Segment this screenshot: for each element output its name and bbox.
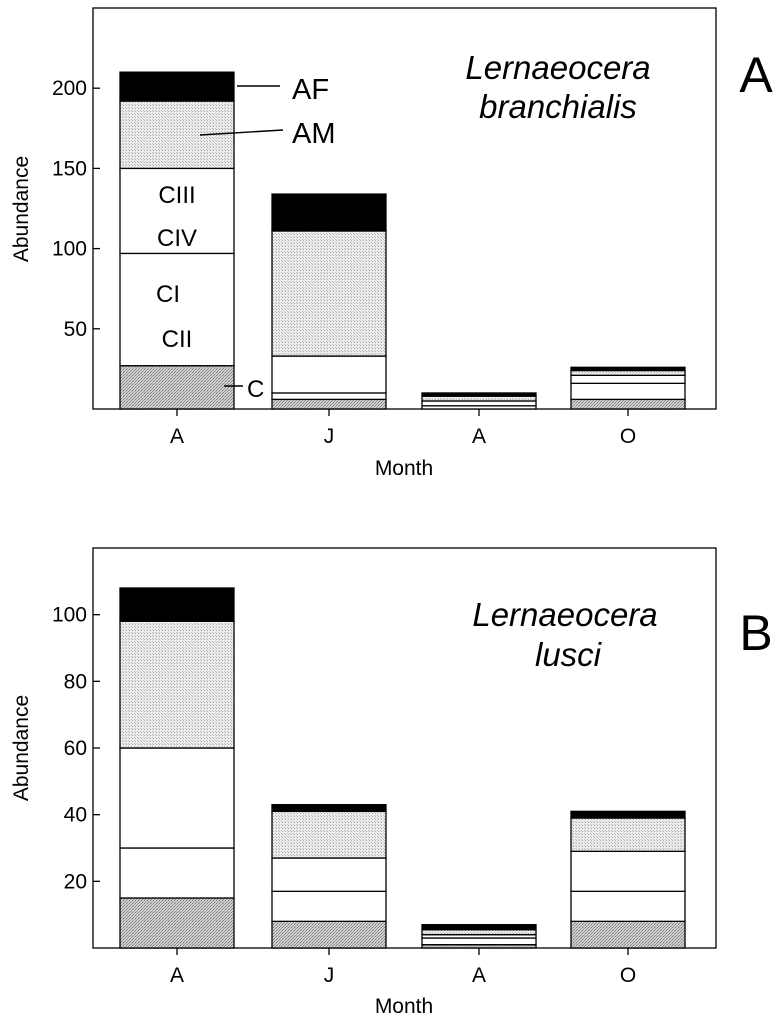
chart-title-line-1: Lernaeocera (465, 49, 650, 86)
x-tick-label: J (324, 425, 335, 448)
bar-segment: O — C: 8 (570, 920, 686, 949)
ci-label: CI (156, 281, 180, 308)
am-label: AM (292, 118, 336, 150)
bar-segment: A — CI / CII: 2 (421, 937, 537, 946)
bar-segment: J — AF: 2 (271, 804, 387, 812)
y-tick-label: 20 (64, 870, 87, 893)
x-tick-label: A (472, 964, 486, 987)
bar-segment: A — C: 27 (119, 365, 235, 410)
bar-segment: A — AF: 1.5 (421, 924, 537, 931)
panel-letter: A (739, 47, 773, 103)
bar-segment: A — AM: 1.5 (421, 929, 537, 936)
bar-segment: A — AM: 42 (119, 100, 235, 170)
x-tick-label: O (620, 964, 636, 987)
bar-segment: J — CIII / CIV: 10 (271, 857, 387, 892)
y-tick-label: 100 (52, 604, 87, 627)
panel-letter: B (739, 605, 772, 661)
bar-segment: J — CI / CII: 4 (271, 392, 387, 401)
chart-title-line-2: branchialis (479, 88, 637, 125)
am-pointer-line (199, 129, 284, 136)
x-axis-label: Month (375, 995, 433, 1018)
y-axis-label: Abundance (10, 695, 33, 801)
bar-segment: A — CI / CII: 70 (119, 252, 235, 367)
bar-segment: A — CIII / CIV: 30 (119, 747, 235, 849)
y-tick-label: 60 (64, 737, 87, 760)
bar-segment: J — CI / CII: 9 (271, 890, 387, 922)
bars: A — C: 27A — CI / CII: 70 A — CIII / CIV:… (119, 71, 686, 410)
y-axis-ticks: 50 100 150 200 (52, 77, 100, 341)
bar-segment: O — CIII / CIV: 5 (570, 374, 686, 384)
x-tick-label: A (170, 425, 184, 448)
bar-segment: O — AM: 3 (570, 369, 686, 376)
x-axis-label: Month (375, 457, 433, 480)
bar-segment: O — CIII / CIV: 12 (570, 850, 686, 892)
y-tick-label: 40 (64, 804, 87, 827)
y-tick-label: 150 (52, 157, 87, 180)
y-tick-label: 100 (52, 238, 87, 261)
bar-segment: A — AM: 38 (119, 620, 235, 749)
x-tick-label: A (170, 964, 184, 987)
bar-segment: J — AM: 78 (271, 230, 387, 357)
c-label: C (247, 376, 264, 403)
x-tick-label: A (472, 425, 486, 448)
y-tick-label: 50 (64, 318, 87, 341)
chart-title-line-1: Lernaeocera (472, 596, 657, 633)
bar-segment: J — C: 8 (271, 920, 387, 949)
bar-segment: O — CI / CII: 9 (570, 890, 686, 922)
bar-segment: A — CIII / CIV: 3 (421, 400, 537, 407)
bar-segment: A — AF: 18 (119, 71, 235, 102)
chart-title-line-2: lusci (535, 636, 603, 673)
plot-frame (92, 7, 717, 410)
y-axis-label: Abundance (10, 156, 33, 262)
y-tick-label: 80 (64, 670, 87, 693)
x-tick-label: J (324, 964, 335, 987)
y-axis-ticks: 20 40 60 80 100 (52, 604, 100, 893)
bar-segment: O — AF: 2 (570, 366, 686, 372)
bar-segment: A — AF: 10 (119, 587, 235, 622)
bar-segment: A — AM: 3 (421, 395, 537, 402)
bar-segment: A — C: 15 (119, 897, 235, 949)
bar-segment: O — CI / CII: 10 (570, 382, 686, 401)
bars: A — C: 15A — CI / CII: 15A — CIII / CIV:… (119, 587, 686, 949)
bar-segment: O — C: 6 (570, 398, 686, 410)
x-tick-label: O (620, 425, 636, 448)
cii-label: CII (162, 326, 193, 353)
bar-segment: J — C: 6 (271, 398, 387, 410)
bar-segment: J — CIII / CIV: 23 (271, 355, 387, 394)
ciii-label: CIII (158, 182, 195, 209)
bar-segment: A — AF: 2 (421, 392, 537, 397)
y-tick-label: 200 (52, 77, 87, 100)
bar-segment: O — AF: 2 (570, 810, 686, 819)
af-label: AF (292, 74, 329, 106)
bar-segment: A — CI / CII: 15 (119, 847, 235, 899)
bar-segment: J — AF: 23 (271, 193, 387, 232)
bar-segment: O — AM: 10 (570, 817, 686, 852)
bar-segment: J — AM: 14 (271, 810, 387, 859)
civ-label: CIV (157, 225, 197, 252)
